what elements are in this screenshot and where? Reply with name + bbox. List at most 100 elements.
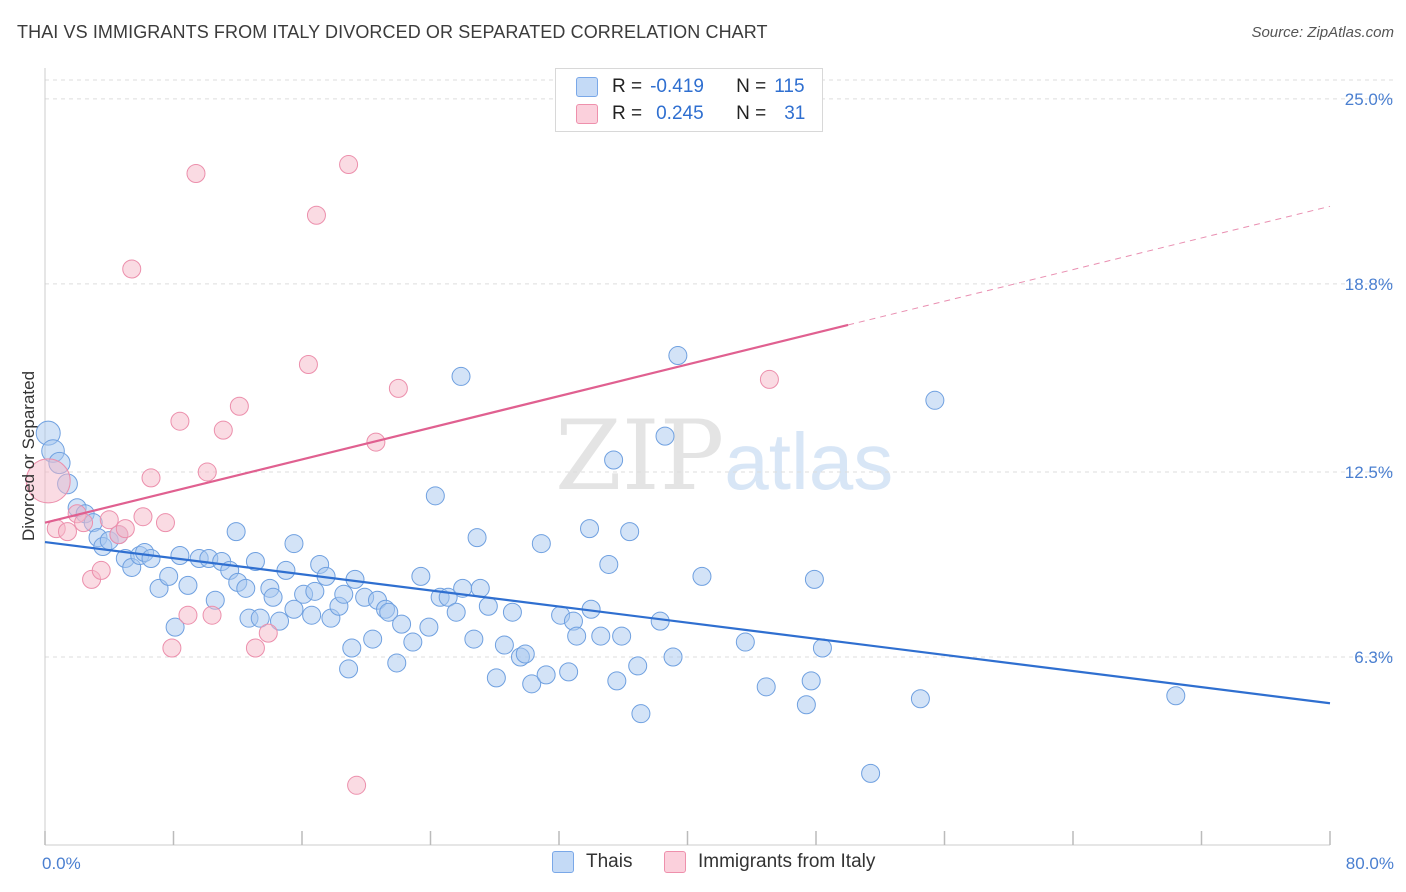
y-tick-label: 25.0% (1345, 90, 1393, 109)
point-thais (165, 617, 185, 637)
point-italy (162, 638, 182, 658)
data-points (25, 155, 1186, 795)
legend-n-label: N = (736, 103, 767, 124)
legend-row-italy: R = 0.245 N = 31 (576, 101, 805, 127)
legend-item-thais: Thais (552, 851, 632, 873)
point-italy (245, 638, 265, 658)
point-italy (388, 378, 408, 398)
point-italy (74, 513, 94, 533)
x-tick-label: 80.0% (1346, 854, 1394, 873)
point-italy (141, 468, 161, 488)
point-italy (202, 605, 222, 625)
point-thais (735, 632, 755, 652)
legend-swatch-italy (664, 851, 686, 873)
point-italy (298, 354, 318, 374)
point-italy (178, 605, 198, 625)
point-thais (425, 486, 445, 506)
x-tick-label: 0.0% (42, 854, 81, 873)
point-italy (759, 369, 779, 389)
point-thais (756, 677, 776, 697)
point-italy (133, 507, 153, 527)
point-thais (486, 668, 506, 688)
point-thais (567, 626, 587, 646)
point-italy (115, 519, 135, 539)
watermark: ZIPatlas (555, 400, 893, 512)
point-thais (663, 647, 683, 667)
point-italy (25, 458, 71, 504)
legend-n-label: N = (736, 76, 767, 97)
point-thais (692, 566, 712, 586)
trend-line-italy-extension (848, 205, 1331, 326)
point-thais (245, 551, 265, 571)
point-thais (515, 644, 535, 664)
point-italy (213, 420, 233, 440)
legend-swatch-thais (552, 851, 574, 873)
point-thais (1166, 686, 1186, 706)
point-thais (284, 534, 304, 554)
trend-line-thais (44, 540, 1331, 705)
point-thais (334, 584, 354, 604)
point-thais (650, 611, 670, 631)
point-thais (925, 390, 945, 410)
source-label: Source: ZipAtlas.com (1251, 24, 1394, 41)
point-thais (599, 554, 619, 574)
point-thais (502, 602, 522, 622)
correlation-legend: R = -0.419 N = 115 R = 0.245 N = 31 (555, 68, 823, 132)
point-italy (57, 522, 77, 542)
point-thais (339, 659, 359, 679)
point-italy (347, 775, 367, 795)
point-thais (478, 596, 498, 616)
point-thais (494, 635, 514, 655)
point-thais (796, 695, 816, 715)
legend-r-label: R = (612, 76, 643, 97)
chart-title: THAI VS IMMIGRANTS FROM ITALY DIVORCED O… (17, 22, 768, 42)
point-thais (141, 548, 161, 568)
legend-swatch-italy (576, 104, 598, 124)
legend-r-value-thais: -0.419 (650, 76, 704, 97)
point-thais (178, 575, 198, 595)
point-thais (363, 629, 383, 649)
point-thais (580, 519, 600, 539)
point-thais (612, 626, 632, 646)
point-thais (559, 662, 579, 682)
legend-r-label: R = (612, 103, 643, 124)
point-thais (604, 450, 624, 470)
point-thais (226, 522, 246, 542)
series-legend: Thais Immigrants from Italy (0, 851, 1406, 877)
point-thais (467, 528, 487, 548)
point-thais (270, 611, 290, 631)
point-thais (284, 599, 304, 619)
legend-label-italy: Immigrants from Italy (698, 851, 876, 872)
point-italy (99, 510, 119, 530)
point-thais (342, 638, 362, 658)
axes (44, 68, 1331, 846)
point-thais (411, 566, 431, 586)
point-italy (155, 513, 175, 533)
point-thais (804, 569, 824, 589)
tick-labels: 6.3% 12.5% 18.8% 25.0% 0.0% 80.0% (42, 90, 1394, 873)
legend-label-thais: Thais (586, 851, 633, 872)
point-italy (339, 155, 359, 175)
point-thais (392, 614, 412, 634)
point-italy (306, 205, 326, 225)
point-thais (159, 566, 179, 586)
y-tick-label: 12.5% (1345, 463, 1393, 482)
point-thais (631, 704, 651, 724)
point-thais (170, 546, 190, 566)
point-italy (229, 396, 249, 416)
point-italy (186, 163, 206, 183)
point-thais (419, 617, 439, 637)
point-thais (812, 638, 832, 658)
point-thais (591, 626, 611, 646)
point-italy (197, 462, 217, 482)
trend-lines (44, 205, 1331, 705)
point-thais (522, 674, 542, 694)
watermark-zip: ZIP (555, 400, 725, 512)
point-thais (668, 346, 688, 366)
point-thais (536, 665, 556, 685)
point-thais (446, 602, 466, 622)
point-thais (620, 522, 640, 542)
point-thais (628, 656, 648, 676)
point-thais (910, 689, 930, 709)
